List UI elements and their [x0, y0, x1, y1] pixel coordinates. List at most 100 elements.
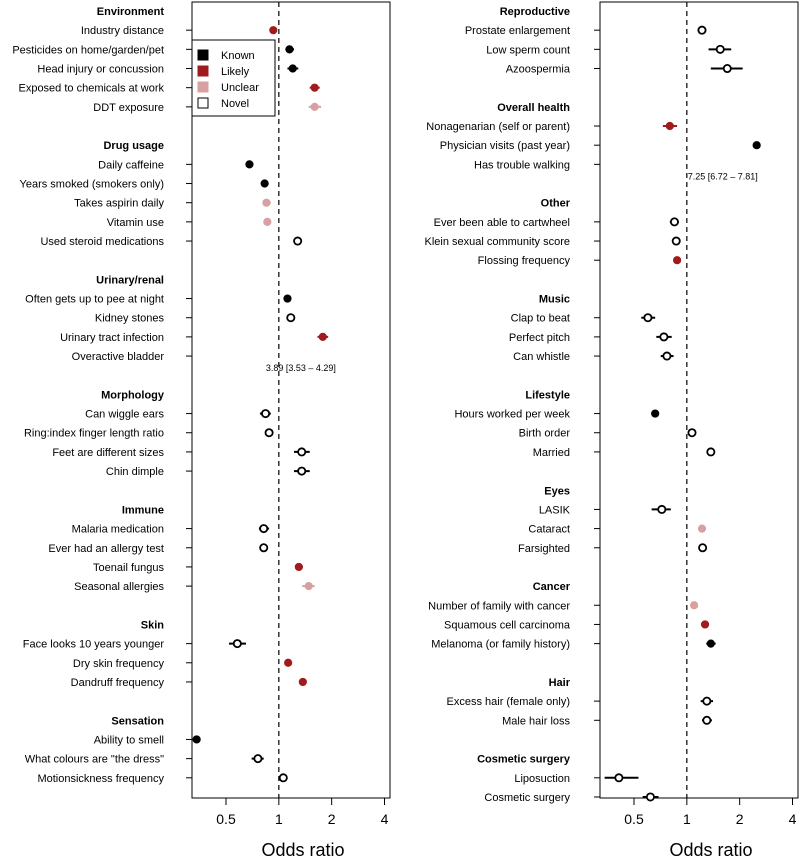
category-heading: Overall health	[497, 102, 570, 114]
panel-frame	[191, 1, 391, 799]
trait-label: Perfect pitch	[509, 332, 570, 344]
trait-label: Malaria medication	[72, 524, 164, 536]
point-marker	[259, 524, 269, 534]
trait-label: Physician visits (past year)	[440, 140, 570, 152]
trait-label: Nonagenarian (self or parent)	[426, 121, 570, 133]
legend: Known Likely Unclear Novel	[191, 39, 276, 117]
point-marker	[285, 45, 294, 54]
point-marker	[698, 543, 708, 553]
trait-label: Vitamin use	[107, 217, 164, 229]
point-marker	[702, 715, 712, 725]
point-marker	[262, 198, 271, 207]
category-heading: Cancer	[533, 581, 571, 593]
trait-label: Cataract	[528, 524, 570, 536]
point-marker	[260, 179, 269, 188]
category-heading: Other	[541, 198, 571, 210]
trait-label: Prostate enlargement	[465, 25, 570, 37]
point-marker	[294, 562, 303, 572]
category-heading: Immune	[122, 504, 164, 516]
trait-label: Chin dimple	[106, 466, 164, 478]
category-heading: Sensation	[111, 715, 164, 727]
category-heading: Reproductive	[500, 6, 570, 18]
category-heading: Drug usage	[103, 140, 164, 152]
trait-label: Married	[533, 447, 570, 459]
x-tick-label: 2	[736, 811, 744, 827]
trait-label: Face looks 10 years younger	[23, 639, 165, 651]
trait-label: Can wiggle ears	[85, 409, 164, 421]
point-marker	[671, 236, 681, 246]
trait-label: Excess hair (female only)	[447, 696, 571, 708]
x-tick-label: 4	[789, 811, 797, 827]
trait-label: Melanoma (or family history)	[431, 639, 570, 651]
point-marker	[697, 524, 707, 533]
point-marker	[697, 25, 707, 35]
trait-label: Clap to beat	[511, 313, 570, 325]
point-marker	[284, 658, 293, 667]
x-axis-title: Odds ratio	[669, 840, 752, 860]
trait-label: Can whistle	[513, 351, 570, 363]
trait-label: Flossing frequency	[478, 255, 571, 267]
trait-label: Used steroid medications	[40, 236, 164, 248]
trait-label: DDT exposure	[93, 102, 164, 114]
point-marker	[687, 428, 697, 438]
point-marker	[264, 428, 274, 438]
point-marker	[672, 256, 682, 265]
trait-label: Has trouble walking	[474, 159, 570, 171]
trait-label: Male hair loss	[502, 715, 570, 727]
trait-label: Years smoked (smokers only)	[20, 179, 164, 191]
point-marker	[297, 466, 307, 476]
trait-label: Birth order	[519, 428, 571, 440]
point-marker	[310, 83, 319, 92]
trait-label: Overactive bladder	[72, 351, 165, 363]
x-tick-label: 2	[328, 811, 336, 827]
point-marker	[752, 141, 761, 150]
point-marker	[715, 44, 725, 54]
trait-label: Dandruff frequency	[71, 677, 165, 689]
point-marker	[192, 735, 201, 744]
legend-label: Known	[221, 50, 255, 62]
point-marker	[261, 409, 271, 419]
point-marker	[690, 601, 699, 610]
panel-frame	[599, 1, 799, 799]
x-tick-label: 1	[683, 811, 691, 827]
trait-label: Takes aspirin daily	[74, 198, 164, 210]
point-marker	[245, 160, 254, 169]
trait-label: Toenail fungus	[93, 562, 164, 574]
point-marker	[310, 102, 319, 111]
point-marker	[669, 217, 679, 227]
trait-label: Kidney stones	[95, 313, 165, 325]
point-marker	[297, 447, 307, 457]
trait-label: Ever been able to cartwheel	[434, 217, 570, 229]
trait-label: Industry distance	[81, 25, 164, 37]
trait-label: LASIK	[539, 504, 571, 516]
x-axis-title: Odds ratio	[261, 840, 344, 860]
legend-swatch	[197, 97, 209, 109]
offchart-annotation: 7.25 [6.72 – 7.81]	[688, 171, 758, 181]
trait-label: Hours worked per week	[454, 409, 570, 421]
category-heading: Hair	[549, 677, 571, 689]
trait-label: Ability to smell	[94, 734, 164, 746]
x-tick-label: 0.5	[624, 811, 644, 827]
point-marker	[298, 677, 307, 687]
trait-label: Head injury or concussion	[37, 64, 164, 76]
trait-label: Seasonal allergies	[74, 581, 164, 593]
point-marker	[318, 332, 327, 341]
category-heading: Urinary/renal	[96, 274, 164, 286]
trait-label: Urinary tract infection	[60, 332, 164, 344]
legend-swatch	[197, 65, 209, 77]
point-marker	[293, 236, 303, 246]
category-heading: Music	[539, 294, 570, 306]
legend-label: Unclear	[221, 82, 259, 94]
trait-label: Motionsickness frequency	[37, 773, 164, 785]
x-tick-label: 0.5	[216, 811, 236, 827]
point-marker	[665, 121, 674, 131]
point-marker	[645, 792, 655, 802]
point-marker	[269, 26, 278, 35]
point-marker	[304, 582, 313, 591]
category-heading: Lifestyle	[525, 389, 570, 401]
point-marker	[283, 294, 292, 303]
point-marker	[659, 332, 669, 342]
point-marker	[263, 217, 272, 226]
point-marker	[643, 313, 653, 323]
